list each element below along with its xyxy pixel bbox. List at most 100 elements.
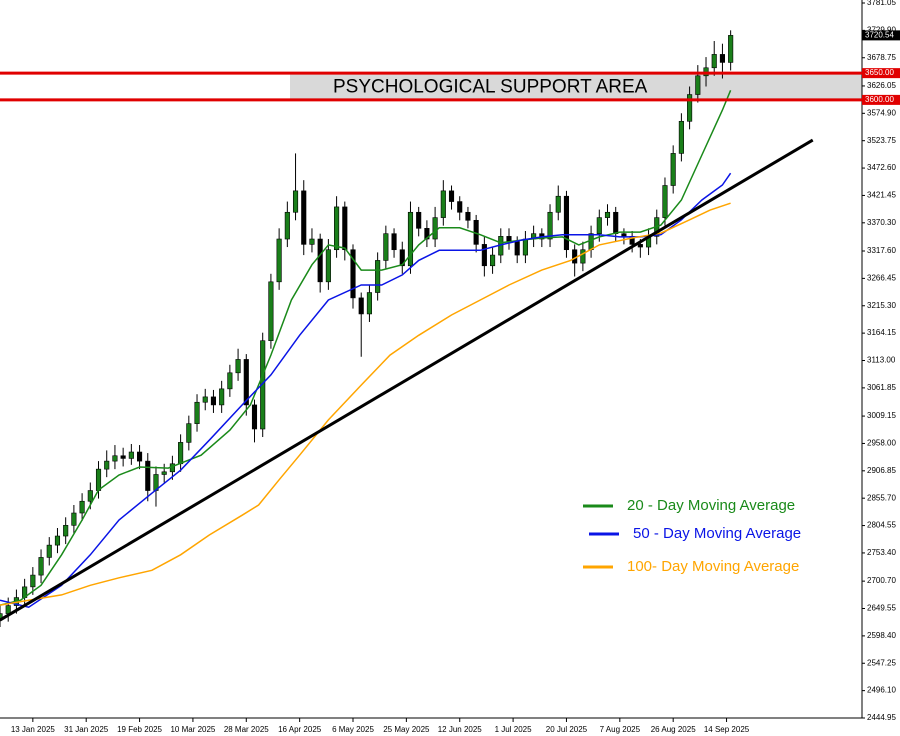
y-tick-label: 2906.85: [867, 466, 896, 475]
candle-body: [219, 388, 225, 406]
candle-body: [588, 233, 594, 251]
candle-body: [63, 525, 69, 537]
candle-body: [38, 557, 44, 576]
legend-label: 20 - Day Moving Average: [627, 497, 795, 514]
candle-body: [95, 468, 102, 491]
support-band: [290, 73, 862, 100]
candle-body: [514, 241, 520, 256]
candle-body: [194, 401, 200, 424]
candle-body: [678, 120, 684, 154]
candle-body: [284, 211, 290, 240]
candle-body: [178, 442, 184, 465]
candle-body: [342, 206, 348, 251]
last-price-label: 3720.54: [865, 30, 894, 39]
y-tick-label: 2496.10: [867, 686, 896, 695]
candle-body: [440, 190, 446, 218]
candle-body: [522, 238, 528, 256]
candle-body: [79, 500, 85, 514]
x-tick-label: 19 Feb 2025: [117, 725, 162, 734]
candle-body: [547, 211, 553, 240]
candle-body: [210, 396, 217, 406]
candle-body: [391, 233, 397, 251]
candle-body: [309, 238, 315, 245]
candle-body: [350, 249, 356, 299]
candle-body: [662, 185, 668, 218]
candle-body: [120, 455, 126, 459]
candle-body: [87, 490, 93, 502]
candle-body: [613, 211, 619, 234]
y-tick-label: 3215.30: [867, 301, 896, 310]
y-tick-label: 3009.15: [867, 411, 896, 420]
y-tick-label: 3472.60: [867, 163, 896, 172]
last-price-tag: [862, 30, 900, 41]
candle-body: [572, 249, 578, 264]
candle-body: [465, 211, 471, 221]
plot-area: PSYCHOLOGICAL SUPPORT AREA: [0, 30, 862, 627]
candle-body: [383, 233, 389, 261]
moving-average-line: [0, 202, 731, 606]
y-tick-label: 2804.55: [867, 521, 896, 530]
candle-body: [276, 238, 282, 283]
y-tick-label: 2700.70: [867, 576, 896, 585]
price-tag: [862, 68, 900, 79]
candle-body: [251, 404, 258, 430]
y-tick-label: 3574.90: [867, 108, 896, 117]
x-tick-label: 7 Aug 2025: [600, 725, 641, 734]
x-tick-label: 14 Sep 2025: [704, 725, 750, 734]
y-tick-label: 3421.45: [867, 191, 896, 200]
x-tick-label: 6 May 2025: [332, 725, 374, 734]
x-tick-label: 28 Mar 2025: [224, 725, 269, 734]
candle-body: [711, 54, 717, 69]
price-tag: [862, 94, 900, 105]
candle-body: [186, 423, 192, 443]
candle-body: [104, 460, 110, 470]
x-tick-label: 16 Apr 2025: [278, 725, 322, 734]
candle-body: [448, 190, 455, 202]
candle-body: [46, 544, 52, 558]
x-tick-label: 31 Jan 2025: [64, 725, 109, 734]
y-tick-label: 3370.30: [867, 218, 896, 227]
candle-body: [235, 359, 241, 374]
candle-body: [407, 211, 414, 267]
x-tick-label: 12 Jun 2025: [438, 725, 483, 734]
x-tick-label: 1 Jul 2025: [495, 725, 532, 734]
candle-body: [555, 195, 561, 213]
y-tick-label: 3317.60: [867, 246, 896, 255]
y-tick-label: 3781.05: [867, 0, 896, 7]
candle-body: [687, 94, 693, 122]
x-tick-label: 25 May 2025: [383, 725, 430, 734]
x-tick-label: 13 Jan 2025: [11, 725, 56, 734]
candle-body: [596, 217, 602, 234]
candle-body: [604, 211, 611, 218]
candle-body: [416, 211, 422, 229]
moving-average-line: [0, 90, 732, 606]
candle-body: [637, 244, 643, 248]
candle-body: [375, 260, 381, 293]
candle-body: [112, 455, 118, 462]
trendline: [0, 138, 814, 622]
x-tick-label: 20 Jul 2025: [546, 725, 588, 734]
legend-label: 50 - Day Moving Average: [633, 525, 801, 542]
legend-label: 100- Day Moving Average: [627, 558, 799, 575]
price-tag-label: 3650.00: [865, 68, 894, 77]
candle-body: [268, 281, 274, 341]
candle-body: [580, 249, 586, 264]
candle-body: [563, 195, 570, 251]
price-tag-label: 3600.00: [865, 95, 894, 104]
y-tick-label: 3523.75: [867, 136, 896, 145]
candle-body: [670, 153, 676, 186]
candle-body: [358, 297, 364, 315]
candle-body: [30, 574, 36, 588]
candle-body: [54, 535, 61, 546]
x-tick-label: 10 Mar 2025: [170, 725, 215, 734]
candle-body: [334, 206, 340, 251]
y-tick-label: 2855.70: [867, 493, 896, 502]
y-tick-label: 3729.90: [867, 25, 896, 34]
candle-body: [71, 512, 77, 526]
candle-body: [325, 249, 331, 283]
candle-body: [137, 451, 143, 462]
y-tick-label: 3113.00: [867, 356, 896, 365]
candle-body: [695, 75, 701, 95]
